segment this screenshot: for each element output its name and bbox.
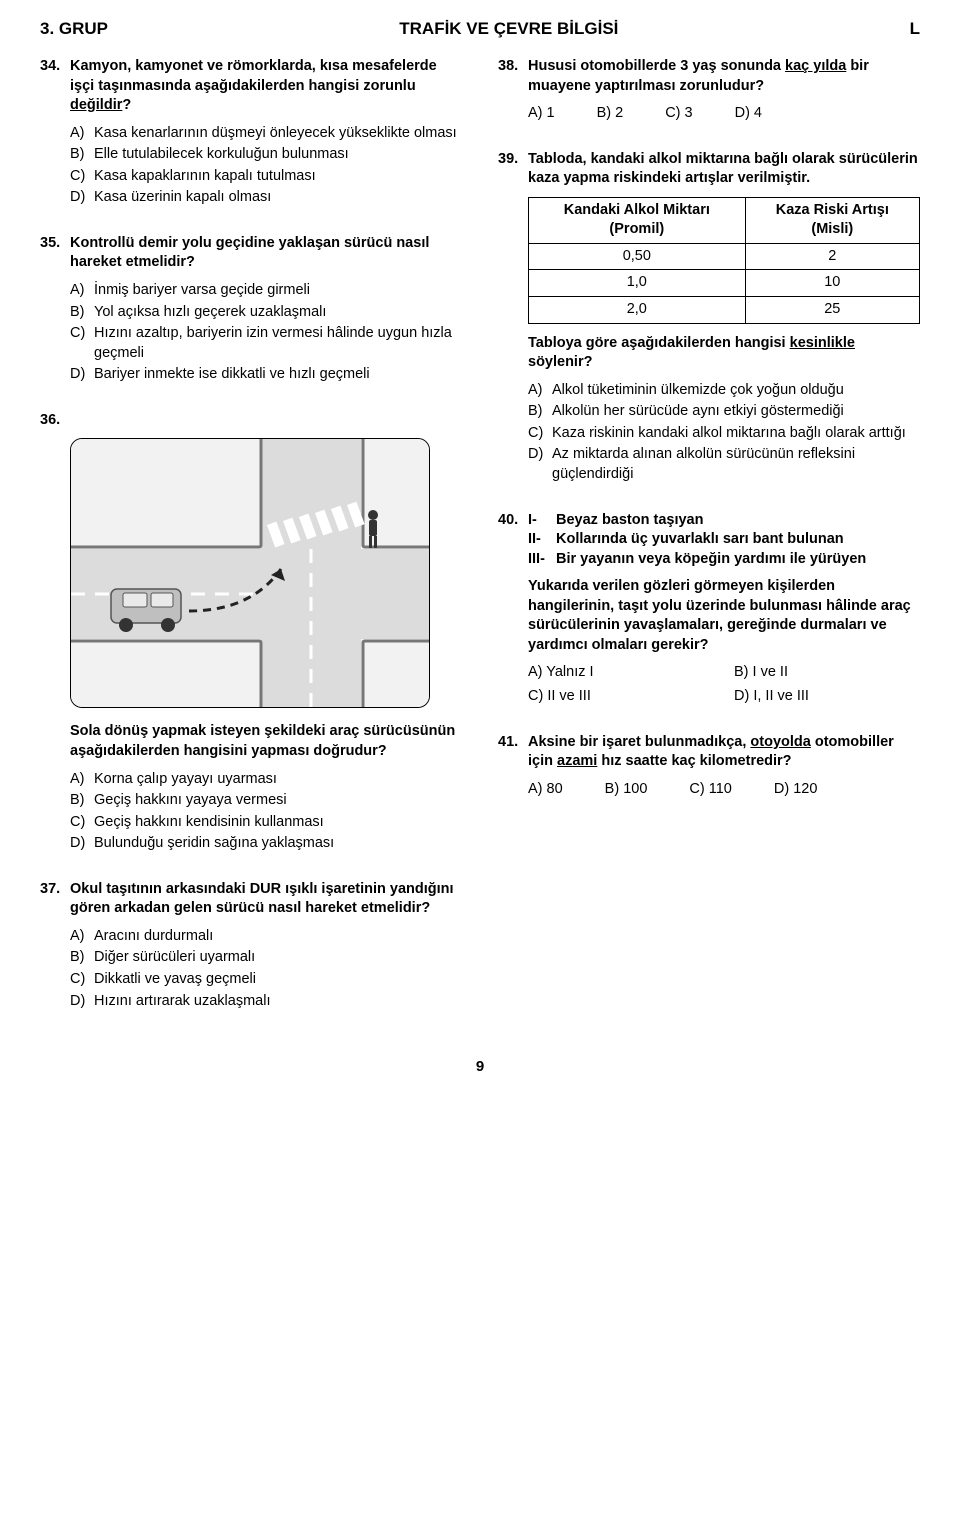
- q38-opt-b: B) 2: [597, 104, 624, 124]
- q38-opt-a: A) 1: [528, 104, 555, 124]
- q39-text: Tabloda, kandaki alkol miktarına bağlı o…: [528, 150, 920, 189]
- question-35: 35. Kontrollü demir yolu geçidine yaklaş…: [40, 234, 462, 385]
- q37-text: Okul taşıtının arkasındaki DUR ışıklı iş…: [70, 880, 462, 919]
- q39-opt-d: D)Az miktarda alınan alkolün sürücünün r…: [528, 445, 920, 484]
- question-41: 41. Aksine bir işaret bulunmadıkça, otoy…: [498, 733, 920, 800]
- header-right: L: [910, 18, 920, 41]
- q39-opt-b: B)Alkolün her sürücüde aynı etkiyi göste…: [528, 402, 920, 422]
- content-columns: 34. Kamyon, kamyonet ve römorklarda, kıs…: [40, 57, 920, 1037]
- q39-num: 39.: [498, 150, 528, 189]
- q41-options: A) 80 B) 100 C) 110 D) 120: [528, 780, 920, 800]
- q36-text: Sola dönüş yapmak isteyen şekildeki araç…: [70, 722, 462, 761]
- q37-options: A)Aracını durdurmalı B)Diğer sürücüleri …: [70, 927, 462, 1011]
- table-row: 0,502: [529, 243, 920, 270]
- q34-opt-a: A)Kasa kenarlarının düşmeyi önleyecek yü…: [70, 124, 462, 144]
- q36-opt-c: C)Geçiş hakkını kendisinin kullanması: [70, 813, 462, 833]
- q36-num: 36.: [40, 411, 70, 431]
- question-40: 40. I-Beyaz baston taşıyan II-Kollarında…: [498, 511, 920, 707]
- q36-options: A)Korna çalıp yayayı uyarması B)Geçiş ha…: [70, 770, 462, 854]
- q35-opt-c: C)Hızını azaltıp, bariyerin izin vermesi…: [70, 324, 462, 363]
- q35-opt-b: B)Yol açıksa hızlı geçerek uzaklaşmalı: [70, 303, 462, 323]
- q41-num: 41.: [498, 733, 528, 772]
- page-number: 9: [40, 1057, 920, 1077]
- q38-num: 38.: [498, 57, 528, 96]
- q35-num: 35.: [40, 234, 70, 273]
- question-38: 38. Hususi otomobillerde 3 yaş sonunda k…: [498, 57, 920, 124]
- question-36: 36.: [40, 411, 462, 854]
- q36-opt-a: A)Korna çalıp yayayı uyarması: [70, 770, 462, 790]
- q36-figure: [70, 438, 430, 708]
- intersection-illustration-icon: [71, 439, 430, 708]
- q37-opt-b: B)Diğer sürücüleri uyarmalı: [70, 948, 462, 968]
- right-column: 38. Hususi otomobillerde 3 yaş sonunda k…: [498, 57, 920, 1037]
- q37-opt-a: A)Aracını durdurmalı: [70, 927, 462, 947]
- q40-item-1: I-Beyaz baston taşıyan: [528, 511, 920, 531]
- q41-opt-a: A) 80: [528, 780, 563, 800]
- q39-opt-c: C)Kaza riskinin kandaki alkol miktarına …: [528, 424, 920, 444]
- q36-opt-d: D)Bulunduğu şeridin sağına yaklaşması: [70, 834, 462, 854]
- q37-opt-d: D)Hızını artırarak uzaklaşmalı: [70, 992, 462, 1012]
- q41-opt-b: B) 100: [605, 780, 648, 800]
- q37-opt-c: C)Dikkatli ve yavaş geçmeli: [70, 970, 462, 990]
- q41-opt-d: D) 120: [774, 780, 818, 800]
- q40-num: 40.: [498, 511, 528, 570]
- q40-opt-d: D) I, II ve III: [734, 687, 920, 707]
- q36-opt-b: B)Geçiş hakkını yayaya vermesi: [70, 791, 462, 811]
- q34-options: A)Kasa kenarlarının düşmeyi önleyecek yü…: [70, 124, 462, 208]
- q38-options: A) 1 B) 2 C) 3 D) 4: [528, 104, 920, 124]
- table-row: 2,025: [529, 297, 920, 324]
- q34-num: 34.: [40, 57, 70, 116]
- q38-opt-c: C) 3: [665, 104, 692, 124]
- q39-opt-a: A)Alkol tüketiminin ülkemizde çok yoğun …: [528, 381, 920, 401]
- question-37: 37. Okul taşıtının arkasındaki DUR ışıkl…: [40, 880, 462, 1011]
- q35-text: Kontrollü demir yolu geçidine yaklaşan s…: [70, 234, 462, 273]
- q39-th1: Kandaki Alkol Miktarı (Promil): [529, 197, 746, 243]
- header-left: 3. GRUP: [40, 18, 108, 41]
- q39-th2: Kaza Riski Artışı (Misli): [745, 197, 919, 243]
- q38-text: Hususi otomobillerde 3 yaş sonunda kaç y…: [528, 57, 920, 96]
- q41-opt-c: C) 110: [689, 780, 731, 800]
- question-39: 39. Tabloda, kandaki alkol miktarına bağ…: [498, 150, 920, 485]
- q40-opt-c: C) II ve III: [528, 687, 714, 707]
- q40-item-2: II-Kollarında üç yuvarlaklı sarı bant bu…: [528, 530, 920, 550]
- q35-opt-a: A)İnmiş bariyer varsa geçide girmeli: [70, 281, 462, 301]
- q39-table: Kandaki Alkol Miktarı (Promil) Kaza Risk…: [528, 197, 920, 324]
- q34-opt-d: D)Kasa üzerinin kapalı olması: [70, 188, 462, 208]
- q40-opt-a: A) Yalnız I: [528, 663, 714, 683]
- q39-after: Tabloya göre aşağıdakilerden hangisi kes…: [528, 334, 920, 373]
- q34-text: Kamyon, kamyonet ve römorklarda, kısa me…: [70, 57, 462, 116]
- q40-options: A) Yalnız I B) I ve II C) II ve III D) I…: [528, 663, 920, 706]
- header-center: TRAFİK VE ÇEVRE BİLGİSİ: [399, 18, 618, 41]
- left-column: 34. Kamyon, kamyonet ve römorklarda, kıs…: [40, 57, 462, 1037]
- q39-options: A)Alkol tüketiminin ülkemizde çok yoğun …: [528, 381, 920, 485]
- q40-text: Yukarıda verilen gözleri görmeyen kişile…: [528, 577, 920, 655]
- q41-text: Aksine bir işaret bulunmadıkça, otoyolda…: [528, 733, 920, 772]
- page-header: 3. GRUP TRAFİK VE ÇEVRE BİLGİSİ L: [40, 18, 920, 41]
- q35-opt-d: D)Bariyer inmekte ise dikkatli ve hızlı …: [70, 365, 462, 385]
- q40-item-3: III-Bir yayanın veya köpeğin yardımı ile…: [528, 550, 920, 570]
- q40-opt-b: B) I ve II: [734, 663, 920, 683]
- table-row: 1,010: [529, 270, 920, 297]
- q34-opt-c: C)Kasa kapaklarının kapalı tutulması: [70, 167, 462, 187]
- q35-options: A)İnmiş bariyer varsa geçide girmeli B)Y…: [70, 281, 462, 385]
- question-34: 34. Kamyon, kamyonet ve römorklarda, kıs…: [40, 57, 462, 208]
- q34-opt-b: B)Elle tutulabilecek korkuluğun bulunmas…: [70, 145, 462, 165]
- q37-num: 37.: [40, 880, 70, 919]
- q38-opt-d: D) 4: [735, 104, 762, 124]
